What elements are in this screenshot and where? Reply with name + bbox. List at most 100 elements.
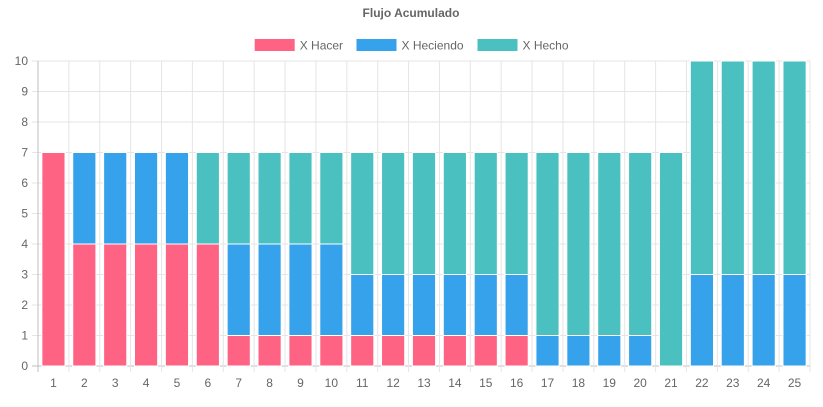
legend-label: X Hacer (300, 39, 343, 53)
bar-segment[interactable] (535, 335, 560, 367)
bar-segment[interactable] (350, 274, 375, 336)
x-tick-label: 4 (143, 376, 150, 390)
bar-segment[interactable] (257, 152, 282, 245)
bar-segment[interactable] (689, 60, 715, 275)
x-tick-label: 21 (664, 376, 678, 390)
legend-swatch (356, 39, 397, 51)
x-tick-label: 19 (603, 376, 617, 390)
bar-segment[interactable] (195, 243, 220, 367)
bar-segment[interactable] (288, 152, 313, 245)
x-tick-label: 2 (81, 376, 88, 390)
bar-segment[interactable] (164, 243, 190, 367)
legend-label: X Heciendo (402, 39, 464, 53)
x-tick-label: 5 (174, 376, 181, 390)
bar-segment[interactable] (381, 152, 406, 275)
bar-segment[interactable] (442, 152, 467, 275)
legend-item[interactable]: X Hacer (254, 39, 343, 53)
x-tick-label: 8 (266, 376, 273, 390)
bars (41, 60, 807, 367)
bar-segment[interactable] (720, 274, 745, 367)
bar-segment[interactable] (689, 274, 715, 367)
bar-segment[interactable] (751, 60, 776, 275)
bar-segment[interactable] (782, 274, 807, 367)
x-tick-label: 12 (386, 376, 400, 390)
bar-segment[interactable] (257, 243, 282, 336)
y-tick-label: 3 (21, 268, 28, 282)
bar-segment[interactable] (381, 274, 406, 336)
bar-segment[interactable] (504, 335, 529, 367)
bar-segment[interactable] (628, 335, 653, 367)
x-tick-label: 22 (695, 376, 709, 390)
x-tick-label: 1 (50, 376, 57, 390)
bar-segment[interactable] (782, 60, 807, 275)
y-tick-label: 10 (15, 54, 29, 68)
bar-segment[interactable] (411, 335, 437, 367)
bar-segment[interactable] (566, 152, 591, 336)
x-tick-label: 20 (633, 376, 647, 390)
legend-swatch (477, 39, 518, 51)
bar-segment[interactable] (535, 152, 560, 336)
bar-segment[interactable] (226, 335, 251, 367)
bar-segment[interactable] (504, 274, 529, 336)
bar-segment[interactable] (381, 335, 406, 367)
bar-segment[interactable] (319, 152, 344, 245)
legend-item[interactable]: X Heciendo (356, 39, 464, 53)
bar-segment[interactable] (288, 335, 313, 367)
bar-segment[interactable] (319, 335, 344, 367)
bar-segment[interactable] (41, 152, 66, 367)
bar-segment[interactable] (134, 152, 159, 245)
bar-segment[interactable] (442, 335, 467, 367)
y-axis-ticks: 0 1 2 3 4 5 6 7 8 9 10 (15, 54, 29, 373)
x-tick-label: 10 (325, 376, 339, 390)
bar-segment[interactable] (103, 243, 128, 367)
legend-item[interactable]: X Hecho (477, 39, 569, 53)
y-tick-label: 7 (21, 146, 28, 160)
bar-segment[interactable] (164, 152, 190, 245)
bar-segment[interactable] (103, 152, 128, 245)
bar-segment[interactable] (72, 152, 97, 245)
y-tick-label: 4 (21, 237, 28, 251)
chart-title: Flujo Acumulado (363, 6, 460, 20)
legend-label: X Hecho (523, 39, 569, 53)
bar-segment[interactable] (597, 335, 622, 367)
bar-segment[interactable] (566, 335, 591, 367)
y-tick-label: 5 (21, 207, 28, 221)
bar-segment[interactable] (195, 152, 220, 245)
x-tick-label: 18 (572, 376, 586, 390)
bar-segment[interactable] (319, 243, 344, 336)
y-tick-label: 2 (21, 298, 28, 312)
x-tick-label: 15 (479, 376, 493, 390)
y-tick-label: 0 (21, 359, 28, 373)
bar-segment[interactable] (350, 152, 375, 275)
bar-segment[interactable] (720, 60, 745, 275)
bar-segment[interactable] (411, 274, 437, 336)
x-tick-label: 17 (541, 376, 555, 390)
bar-segment[interactable] (72, 243, 97, 367)
bar-segment[interactable] (257, 335, 282, 367)
bar-segment[interactable] (411, 152, 437, 275)
x-tick-label: 16 (510, 376, 524, 390)
x-tick-label: 7 (235, 376, 242, 390)
x-tick-label: 24 (757, 376, 771, 390)
bar-segment[interactable] (628, 152, 653, 336)
x-tick-label: 14 (448, 376, 462, 390)
bar-segment[interactable] (442, 274, 467, 336)
bar-segment[interactable] (288, 243, 313, 336)
bar-segment[interactable] (473, 274, 498, 336)
bar-segment[interactable] (226, 152, 251, 245)
bar-segment[interactable] (751, 274, 776, 367)
bar-segment[interactable] (658, 152, 684, 367)
y-tick-label: 8 (21, 115, 28, 129)
bar-segment[interactable] (473, 335, 498, 367)
x-tick-label: 23 (726, 376, 740, 390)
bar-segment[interactable] (226, 243, 251, 336)
bar-segment[interactable] (350, 335, 375, 367)
x-axis-ticks: 1 2 3 4 5 6 7 8 9 10 11 12 13 14 15 16 17 18 19 20 21 22 23 24 2… (50, 376, 801, 390)
bar-segment[interactable] (473, 152, 498, 275)
bar-segment[interactable] (504, 152, 529, 275)
y-tick-label: 9 (21, 85, 28, 99)
y-tick-label: 1 (21, 329, 28, 343)
bar-segment[interactable] (134, 243, 159, 367)
bar-segment[interactable] (597, 152, 622, 336)
